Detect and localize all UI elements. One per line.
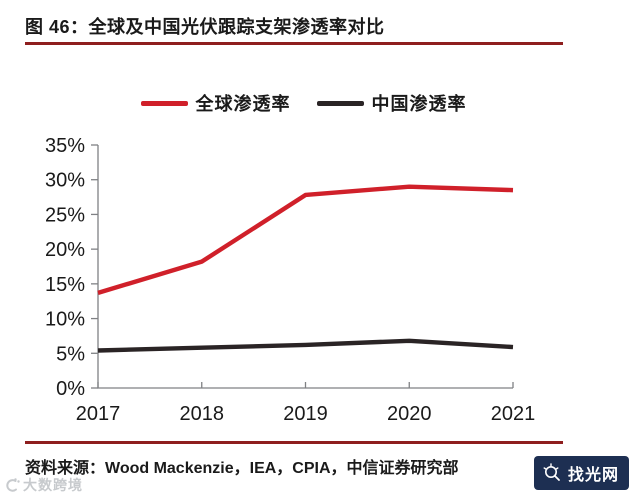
legend-item-global: 全球渗透率 [140,90,291,116]
y-axis-tick-label: 0% [56,378,85,400]
y-axis-tick-label: 10% [45,309,85,331]
legend-swatch-china [316,100,364,106]
watermark-right-text: 找光网 [567,467,619,484]
line-chart: 0% 5% 10% 15% 20% 25% 30% 35% 2017 2018 2019 2020 20… [0,130,631,440]
x-axis-tick-label: 2021 [491,403,536,425]
y-axis-tick-label: 5% [56,343,85,365]
watermark-bottom-left: 大数跨境 [3,475,83,495]
sun-magnifier-logo-icon [543,463,560,481]
y-axis-tick-label: 20% [45,239,85,261]
footer-rule [25,441,563,444]
y-axis-tick-label: 25% [45,204,85,226]
y-axis-tick-label: 30% [45,170,85,192]
watermark-left-text: 大数跨境 [23,477,83,493]
figure-title: 图 46：全球及中国光伏跟踪支架渗透率对比 [25,17,385,37]
legend-swatch-global [140,100,188,106]
data-line-china [97,338,514,353]
x-axis-tick-label: 2018 [180,403,225,425]
chart-axes [97,145,513,389]
x-axis-tick-label: 2017 [76,403,121,425]
title-underline [25,42,563,45]
hand-logo-icon [6,477,20,492]
legend-label-china: 中国渗透率 [371,94,467,114]
y-axis-tick-label: 35% [45,135,85,157]
legend-item-china: 中国渗透率 [316,90,467,116]
x-axis-tick-label: 2019 [283,403,328,425]
x-axis-tick-label: 2020 [387,403,432,425]
source-note: 资料来源：Wood Mackenzie，IEA，CPIA，中信证券研究部 [25,460,459,477]
chart-legend: 全球渗透率 中国渗透率 [0,90,619,116]
line-chart-canvas: 0% 5% 10% 15% 20% 25% 30% 35% 2017 2018 2019 2020 20… [45,135,536,425]
data-line-global [97,184,514,295]
y-axis-tick-label: 15% [45,274,85,296]
watermark-bottom-right-badge: 找光网 [533,456,629,490]
legend-label-global: 全球渗透率 [195,94,291,114]
